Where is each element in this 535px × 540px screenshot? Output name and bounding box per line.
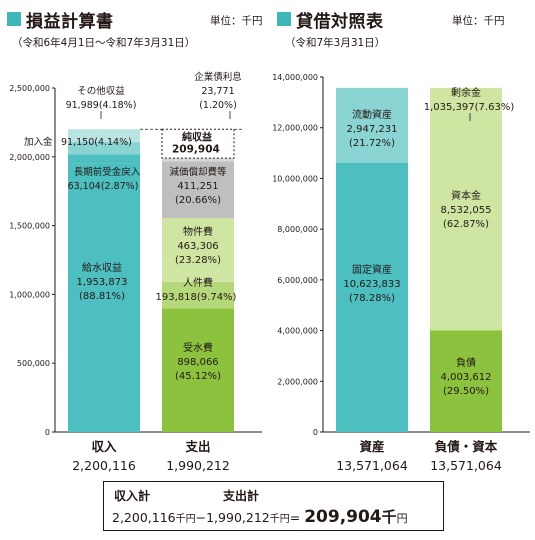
- bar-segment: [430, 330, 502, 432]
- summary-minus: −: [195, 510, 207, 525]
- column-total: 13,571,064: [430, 458, 502, 473]
- segment-value: 8,532,055: [441, 205, 492, 216]
- segment-name: 企業債利息: [194, 71, 242, 83]
- income-period: （令和6年4月1日～令和7年3月31日）: [12, 37, 196, 49]
- segment-value: 898,066: [177, 357, 218, 368]
- x-category-label: 負債・資本: [435, 439, 498, 454]
- summary-result-unit-big: 千: [381, 508, 397, 526]
- y-tick-label: 2,500,000: [9, 84, 50, 93]
- net-income-value: 209,904: [172, 143, 220, 155]
- summary-equals: =: [289, 510, 301, 525]
- bar-segment: [68, 141, 140, 155]
- summary-box: 収入計 支出計 2,200,116千円−1,990,212千円= 209,904…: [103, 481, 444, 531]
- segment-value: 91,989(4.18%): [66, 100, 137, 111]
- income-unit: 単位：千円: [210, 15, 263, 27]
- segment-name: 減価償却費等: [169, 166, 227, 178]
- segment-value: 4,003,612: [441, 372, 492, 383]
- income-title: 損益計算書: [26, 12, 114, 32]
- segment-pct: (21.72%): [349, 138, 395, 149]
- y-tick-label: 10,000,000: [272, 174, 318, 183]
- segment-name: 長期前受金戻入: [74, 166, 141, 178]
- bar-segment: [162, 158, 234, 162]
- balance-title: 貸借対照表: [296, 12, 384, 32]
- y-tick-label: 2,000,000: [9, 153, 50, 162]
- y-tick-label: 6,000,000: [277, 276, 318, 285]
- segment-value: 10,623,833: [343, 279, 400, 290]
- segment-name: 固定資産: [352, 263, 392, 276]
- net-income-box: [161, 128, 235, 159]
- column-total: 13,571,064: [336, 458, 408, 473]
- y-tick-label: 4,000,000: [277, 327, 318, 336]
- net-income-label: 純収益: [182, 130, 212, 143]
- segment-value: 193,818(9.74%): [156, 292, 237, 303]
- y-tick-label: 0: [313, 428, 318, 437]
- segment-name: 給水収益: [82, 261, 122, 274]
- bar-segment: [430, 87, 502, 115]
- segment-name: 資本金: [451, 189, 481, 202]
- y-tick-label: 8,000,000: [277, 225, 318, 234]
- summary-income-value: 2,200,116: [112, 510, 176, 525]
- x-category-label: 収入: [91, 439, 117, 454]
- segment-pct: (88.81%): [79, 291, 125, 302]
- summary-result-unit-small: 円: [396, 512, 408, 525]
- segment-value: 63,104(2.87%): [68, 181, 139, 192]
- summary-expense-label: 支出計: [223, 489, 260, 503]
- segment-pct: (20.66%): [175, 195, 221, 206]
- summary-income-unit: 千円: [175, 514, 196, 525]
- summary-expense-value: 1,990,212: [206, 510, 270, 525]
- x-category-label: 支出: [184, 439, 210, 454]
- segment-value: 2,947,231: [347, 124, 398, 135]
- bar-segment: [68, 163, 140, 432]
- segment-pct: (23.28%): [175, 255, 221, 266]
- y-tick-label: 14,000,000: [272, 73, 318, 82]
- balance-unit: 単位：千円: [452, 15, 505, 27]
- segment-pct: (1.20%): [199, 100, 237, 111]
- segment-name: 加入金: [24, 136, 53, 148]
- y-tick-label: 12,000,000: [272, 124, 318, 133]
- bar-segment: [336, 162, 408, 432]
- column-total: 2,200,116: [72, 458, 136, 473]
- bar-segment: [68, 154, 140, 164]
- summary-result-value: 209,904: [304, 507, 382, 527]
- bar-segment: [162, 281, 234, 309]
- segment-value: 1,953,873: [77, 277, 128, 288]
- y-tick-label: 500,000: [17, 359, 50, 368]
- x-category-label: 資産: [359, 439, 384, 454]
- segment-value: 23,771: [201, 86, 234, 97]
- segment-name: その他収益: [77, 85, 125, 97]
- y-tick-label: 1,000,000: [9, 290, 50, 299]
- title-marker-right: [277, 12, 291, 26]
- bar-segment: [430, 114, 502, 331]
- y-tick-label: 0: [45, 428, 50, 437]
- balance-period: （令和7年3月31日）: [285, 37, 386, 49]
- segment-value: 1,035,397(7.63%): [424, 102, 515, 113]
- income-chart: 0 500,000 1,000,000 1,500,000 2,000,000 2,500…: [9, 71, 262, 473]
- segment-value: 91,150(4.14%): [61, 137, 132, 148]
- segment-pct: (62.87%): [443, 219, 489, 230]
- summary-income-label: 収入計: [114, 489, 151, 503]
- bar-segment: [162, 308, 234, 432]
- segment-name: 流動資産: [352, 108, 392, 121]
- segment-pct: (29.50%): [443, 386, 489, 397]
- segment-name: 物件費: [183, 225, 213, 238]
- segment-pct: (78.28%): [349, 293, 395, 304]
- segment-name: 剰余金: [451, 86, 481, 99]
- bar-segment: [162, 161, 234, 219]
- segment-value: 463,306: [177, 241, 218, 252]
- bar-segment: [68, 129, 140, 142]
- segment-name: 人件費: [183, 276, 213, 289]
- title-marker-left: [7, 12, 21, 26]
- segment-name: 受水費: [183, 341, 213, 354]
- segment-name: 負債: [456, 356, 476, 369]
- segment-pct: (45.12%): [175, 371, 221, 382]
- summary-formula: 2,200,116千円−1,990,212千円= 209,904千円: [112, 506, 408, 527]
- segment-value: 411,251: [177, 181, 218, 192]
- balance-chart: 0 2,000,000 4,000,000 6,000,000 8,000,000 10,…: [272, 73, 530, 473]
- bar-segment: [162, 218, 234, 282]
- column-total: 1,990,212: [166, 458, 230, 473]
- y-tick-label: 1,500,000: [9, 222, 50, 231]
- summary-expense-unit: 千円: [269, 514, 290, 525]
- y-tick-label: 2,000,000: [277, 377, 318, 386]
- bar-segment: [336, 87, 408, 163]
